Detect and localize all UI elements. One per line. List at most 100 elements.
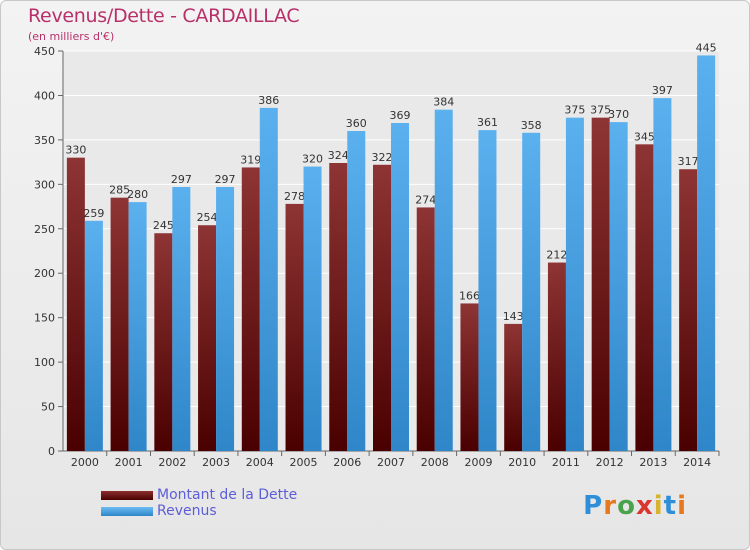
y-tick-label: 400 (34, 89, 55, 102)
legend-label-revenus: Revenus (157, 503, 217, 519)
data-label-dette: 245 (153, 219, 174, 232)
brand-letter: o (617, 491, 636, 521)
legend-swatch-revenus (101, 507, 153, 516)
x-tick-label: 2008 (421, 456, 449, 469)
y-tick-label: 250 (34, 223, 55, 236)
data-label-dette: 143 (503, 310, 524, 323)
x-tick-label: 2001 (115, 456, 143, 469)
data-label-revenus: 384 (433, 96, 454, 109)
brand-letter: i (677, 491, 687, 521)
bar-revenus (128, 202, 147, 451)
legend-swatch-dette (101, 491, 153, 500)
data-label-revenus: 361 (477, 116, 498, 129)
bar-revenus (478, 130, 497, 451)
data-label-revenus: 297 (215, 173, 236, 186)
x-tick-label: 2000 (71, 456, 99, 469)
bar-revenus (697, 55, 716, 451)
data-label-dette: 166 (459, 289, 480, 302)
data-label-dette: 330 (65, 144, 86, 157)
data-label-revenus: 445 (696, 41, 717, 54)
x-tick-label: 2007 (377, 456, 405, 469)
bar-dette (198, 225, 217, 451)
bar-dette (285, 203, 304, 451)
data-label-dette: 345 (634, 130, 655, 143)
bar-revenus (653, 98, 672, 451)
bar-revenus (216, 187, 235, 451)
brand-letter: r (603, 491, 618, 521)
data-label-dette: 319 (240, 153, 261, 166)
x-tick-label: 2014 (683, 456, 711, 469)
brand-letter: x (635, 491, 654, 521)
y-tick-label: 100 (34, 356, 55, 369)
data-label-dette: 254 (197, 211, 218, 224)
bar-dette (504, 323, 523, 451)
bar-dette (241, 167, 260, 451)
bar-dette (329, 163, 348, 451)
data-label-dette: 274 (415, 193, 436, 206)
bar-revenus (172, 187, 191, 451)
data-label-dette: 278 (284, 190, 305, 203)
data-label-revenus: 369 (390, 109, 411, 122)
x-tick-label: 2004 (246, 456, 274, 469)
brand-logo: Proxiti (583, 491, 687, 521)
bar-dette (416, 207, 435, 451)
bar-dette (373, 164, 391, 451)
x-tick-label: 2013 (639, 456, 667, 469)
brand-letter: t (663, 491, 678, 521)
data-label-revenus: 358 (521, 119, 542, 132)
y-tick-label: 350 (34, 134, 55, 147)
brand-letter: P (583, 491, 604, 521)
bar-dette (110, 197, 129, 451)
x-tick-label: 2005 (290, 456, 318, 469)
x-tick-label: 2011 (552, 456, 580, 469)
data-label-revenus: 360 (346, 117, 367, 130)
bar-dette (460, 303, 479, 451)
bar-revenus (565, 117, 584, 452)
bar-dette (547, 262, 566, 451)
bar-revenus (347, 131, 366, 451)
bar-revenus (609, 122, 628, 451)
y-tick-label: 50 (41, 401, 55, 414)
data-label-revenus: 280 (127, 188, 148, 201)
data-label-dette: 324 (328, 149, 349, 162)
chart-title: Revenus/Dette - CARDAILLAC (28, 5, 300, 27)
brand-letter: i (653, 491, 664, 521)
data-label-dette: 322 (372, 151, 393, 164)
data-label-dette: 285 (109, 184, 130, 197)
bar-revenus (303, 166, 322, 452)
data-label-revenus: 370 (608, 108, 629, 121)
data-label-revenus: 259 (83, 207, 104, 220)
bar-dette (154, 233, 173, 451)
bar-revenus (434, 109, 453, 452)
data-label-dette: 375 (590, 104, 611, 117)
bar-dette (66, 157, 85, 451)
y-tick-label: 0 (48, 445, 55, 458)
x-tick-label: 2012 (596, 456, 624, 469)
x-tick-label: 2010 (508, 456, 536, 469)
y-tick-label: 200 (34, 267, 55, 280)
x-tick-label: 2006 (333, 456, 361, 469)
y-tick-label: 150 (34, 312, 55, 325)
data-label-revenus: 375 (564, 104, 585, 117)
data-label-revenus: 386 (258, 94, 279, 107)
bar-revenus (391, 123, 409, 451)
chart-subtitle: (en milliers d'€) (28, 30, 115, 43)
data-label-revenus: 297 (171, 173, 192, 186)
bar-dette (679, 169, 698, 451)
x-tick-label: 2009 (464, 456, 492, 469)
bar-revenus (84, 220, 103, 451)
legend-label-dette: Montant de la Dette (157, 487, 298, 503)
y-tick-label: 450 (34, 45, 55, 58)
data-label-dette: 317 (678, 155, 699, 168)
x-tick-label: 2002 (158, 456, 186, 469)
data-label-revenus: 397 (652, 84, 673, 97)
data-label-revenus: 320 (302, 153, 323, 166)
y-tick-label: 300 (34, 178, 55, 191)
bar-dette (635, 144, 654, 452)
bar-revenus (259, 107, 278, 451)
bar-dette (591, 117, 610, 452)
bar-revenus (522, 132, 541, 451)
x-tick-label: 2003 (202, 456, 230, 469)
